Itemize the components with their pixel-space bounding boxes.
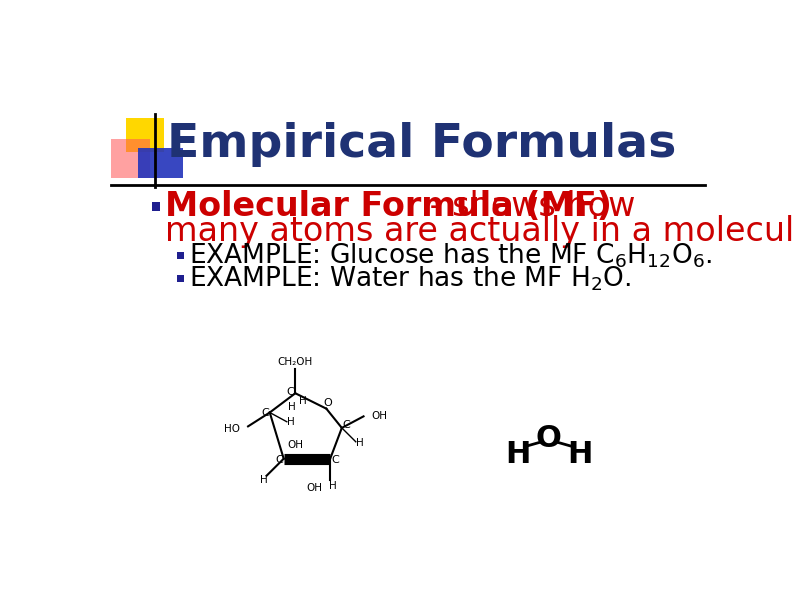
Text: H: H bbox=[505, 440, 530, 469]
Text: C: C bbox=[342, 420, 350, 430]
Text: H: H bbox=[356, 439, 364, 448]
Text: O: O bbox=[323, 397, 332, 408]
Text: many atoms are actually in a molecule.: many atoms are actually in a molecule. bbox=[165, 215, 794, 248]
Text: H: H bbox=[287, 402, 295, 412]
Text: OH: OH bbox=[372, 411, 387, 421]
Text: HO: HO bbox=[224, 424, 241, 434]
Text: O: O bbox=[536, 424, 561, 453]
Text: H: H bbox=[329, 481, 337, 491]
Text: H: H bbox=[260, 475, 268, 486]
Bar bbox=[138, 148, 183, 178]
Text: C: C bbox=[287, 387, 295, 397]
Text: Molecular Formula (MF): Molecular Formula (MF) bbox=[165, 190, 612, 223]
Text: H: H bbox=[299, 396, 307, 406]
Text: C: C bbox=[331, 455, 339, 465]
Text: C: C bbox=[276, 455, 283, 465]
Bar bbox=[111, 139, 149, 178]
Text: EXAMPLE: Water has the MF $\mathregular{H_2}$O.: EXAMPLE: Water has the MF $\mathregular{… bbox=[189, 264, 631, 293]
Text: Empirical Formulas: Empirical Formulas bbox=[168, 122, 676, 167]
Text: OH: OH bbox=[287, 440, 303, 450]
Bar bbox=[126, 118, 164, 152]
Text: H: H bbox=[287, 416, 295, 427]
Text: H: H bbox=[567, 440, 592, 469]
Bar bbox=[177, 252, 183, 258]
Bar bbox=[152, 202, 160, 211]
Text: - shows how: - shows how bbox=[419, 190, 636, 223]
Text: CH₂OH: CH₂OH bbox=[278, 356, 313, 367]
Text: EXAMPLE: Glucose has the MF $\mathregular{C_6H_{12}O_6}$.: EXAMPLE: Glucose has the MF $\mathregula… bbox=[189, 241, 712, 270]
Text: OH: OH bbox=[306, 483, 322, 493]
Text: C: C bbox=[261, 408, 269, 418]
Bar bbox=[177, 275, 183, 281]
